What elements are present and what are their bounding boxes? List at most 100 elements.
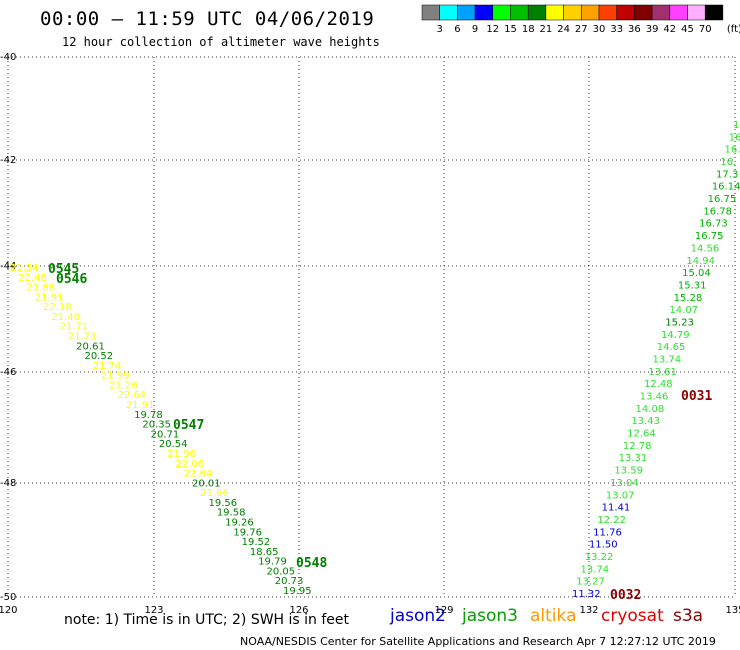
wave-height-label: 20.61 — [76, 341, 105, 352]
satellite-name: altika — [530, 606, 577, 626]
wave-height-label: 16 — [729, 132, 740, 143]
wave-height-label: 19.52 — [242, 537, 271, 548]
wave-height-label: 13.07 — [606, 490, 635, 501]
legend-swatch — [563, 4, 582, 21]
wave-height-label: 21.91 — [35, 292, 64, 303]
map-title: 00:00 – 11:59 UTC 04/06/2019 — [40, 8, 375, 30]
wave-height-label: 16. — [720, 157, 736, 168]
wave-height-label: 11.41 — [602, 503, 631, 514]
satellite-name: s3a — [673, 606, 704, 626]
wave-height-label: 1 — [733, 120, 739, 131]
wave-height-label: 13.31 — [619, 453, 648, 464]
legend-label: 33 — [610, 24, 623, 35]
pass-time-label: 0548 — [296, 556, 327, 571]
wave-height-label: 21.96 — [167, 449, 196, 460]
wave-height-label: 16.75 — [695, 231, 724, 242]
wave-height-label: 20.52 — [84, 351, 113, 362]
wave-height-label: 16.75 — [708, 194, 737, 205]
credit-line: NOAA/NESDIS Center for Satellite Applica… — [240, 635, 716, 648]
wave-height-label: 14.94 — [686, 256, 715, 267]
legend-label: 15 — [504, 24, 517, 35]
wave-height-label: 19.76 — [233, 527, 262, 538]
wave-height-label: 22.64 — [184, 469, 213, 480]
wave-height-label: 15.04 — [682, 268, 711, 279]
wave-height-label: 22.48 — [18, 273, 47, 284]
legend-label: 30 — [593, 24, 606, 35]
wave-height-label: 20.71 — [151, 429, 180, 440]
legend-label: 21 — [540, 24, 553, 35]
lon-tick-label: 132 — [579, 605, 598, 616]
wave-height-label: 22.06 — [175, 459, 204, 470]
wave-height-label: 19.56 — [209, 498, 238, 509]
wave-height-label: 13.74 — [653, 355, 682, 366]
wave-height-label: 16. — [725, 145, 740, 156]
wave-height-label: 15.31 — [678, 280, 707, 291]
map-subtitle: 12 hour collection of altimeter wave hei… — [62, 35, 380, 49]
wave-height-label: 14.65 — [657, 342, 686, 353]
wave-height-label: 22.18 — [43, 302, 72, 313]
legend-swatch — [634, 4, 653, 21]
legend-swatch — [457, 4, 476, 21]
wave-height-label: 21.26 — [109, 380, 138, 391]
lat-tick-label: -44 — [0, 261, 16, 272]
wave-height-label: 21.86 — [200, 488, 229, 499]
legend-swatch — [474, 4, 494, 21]
wave-height-label: 19.78 — [134, 410, 163, 421]
lon-tick-label: 135 — [725, 605, 740, 616]
legend-label: 45 — [681, 24, 694, 35]
wave-height-label: 21.40 — [51, 312, 80, 323]
wave-height-label: 13.27 — [576, 577, 605, 588]
wave-height-label: 13.22 — [585, 552, 614, 563]
wave-height-label: 21.88 — [27, 283, 56, 294]
wave-height-label: 14.07 — [669, 305, 698, 316]
legend-label: 3 — [437, 24, 443, 35]
wave-height-label: 16.78 — [703, 206, 732, 217]
wave-height-label: 11.76 — [593, 527, 622, 538]
wave-height-label: 14.08 — [636, 404, 665, 415]
legend-swatch — [651, 4, 671, 21]
wave-height-label: 16.14 — [712, 182, 740, 193]
wave-height-label: 21.71 — [60, 322, 89, 333]
pass-time-label: 0032 — [610, 588, 641, 603]
pass-time-label: 0031 — [681, 389, 712, 404]
wave-height-label: 20.01 — [192, 478, 221, 489]
legend-label: 27 — [575, 24, 588, 35]
wave-height-label: 21.91 — [126, 400, 155, 411]
legend-swatch — [669, 4, 688, 21]
wave-height-label: 11.50 — [589, 540, 618, 551]
legend-swatch — [598, 4, 617, 21]
legend-swatch — [687, 4, 706, 21]
wave-height-label: 16.73 — [699, 219, 728, 230]
wave-height-label: 19.58 — [217, 508, 246, 519]
legend-label: 9 — [472, 24, 478, 35]
legend-swatch — [439, 4, 458, 21]
wave-height-label: 11.32 — [572, 589, 601, 600]
pass-time-label: 0545 — [48, 262, 79, 277]
wave-height-label: 20.35 — [142, 420, 171, 431]
wave-height-label: 12.22 — [597, 515, 626, 526]
legend-label: 36 — [628, 24, 641, 35]
legend-label: 6 — [454, 24, 460, 35]
wave-height-label: 14.79 — [661, 330, 690, 341]
lat-tick-label: -48 — [0, 478, 16, 489]
legend-swatch — [421, 4, 440, 21]
lon-tick-label: 129 — [434, 605, 453, 616]
wave-height-label: 13.43 — [631, 416, 660, 427]
lat-tick-label: -42 — [0, 155, 16, 166]
wave-height-label: 21.73 — [68, 332, 97, 343]
wave-height-label: 13.04 — [610, 478, 639, 489]
legend-swatch — [527, 4, 547, 21]
wave-height-label: 20.54 — [159, 439, 188, 450]
wave-height-label: 17.3 — [716, 169, 738, 180]
lat-tick-label: -46 — [0, 367, 16, 378]
wave-height-label: 21.74 — [93, 361, 122, 372]
lat-tick-label: -50 — [0, 592, 16, 603]
wave-height-label: 19.26 — [225, 517, 254, 528]
legend-swatch — [581, 4, 600, 21]
wave-height-label: 21.99 — [101, 371, 130, 382]
wave-height-label: 21.54 — [10, 263, 39, 274]
legend-label: 12 — [486, 24, 499, 35]
satellite-name: jason3 — [462, 606, 518, 626]
